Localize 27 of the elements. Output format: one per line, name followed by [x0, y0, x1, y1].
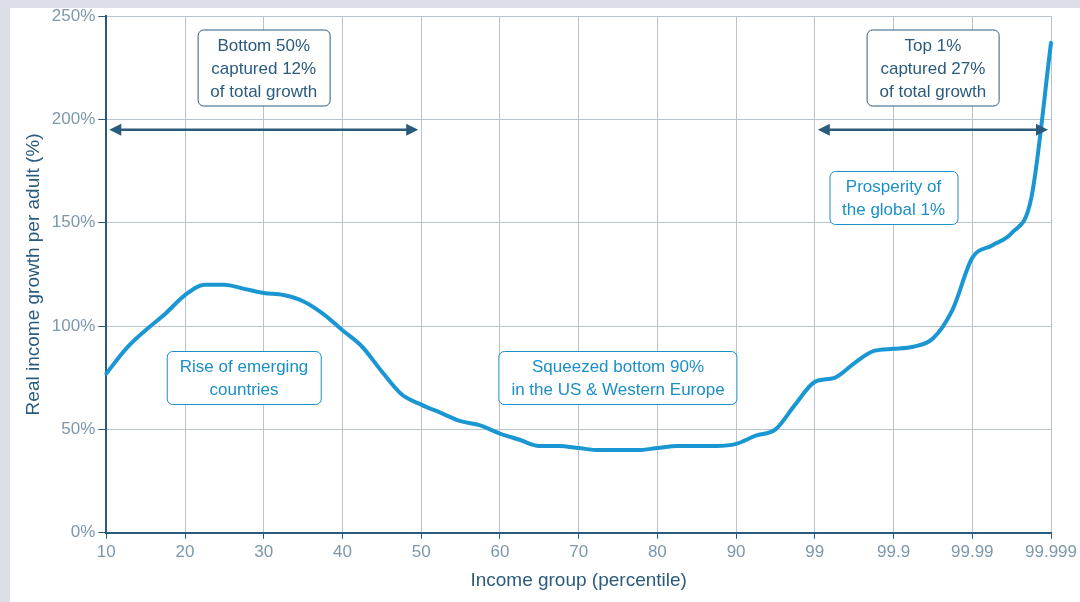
annotation: Top 1% captured 27% of total growth [866, 29, 1000, 107]
x-tick-label: 20 [175, 541, 195, 561]
x-tick-label: 30 [254, 541, 274, 561]
x-tick-label: 60 [490, 541, 510, 561]
x-tick-label: 50 [411, 541, 431, 561]
x-tick-label: 80 [647, 541, 667, 561]
y-tick-label: 150% [51, 212, 96, 232]
y-axis-title: Real income growth per adult (%) [21, 133, 43, 416]
annotation: Rise of emerging countries [166, 350, 322, 405]
y-tick-label: 0% [70, 522, 96, 542]
line-series [104, 40, 1053, 453]
x-tick-label: 99.999 [1025, 541, 1077, 561]
y-tick-label: 250% [51, 5, 96, 25]
x-axis-title: Income group (percentile) [470, 568, 687, 590]
x-tick-label: 10 [96, 541, 116, 561]
x-tick-label: 99.99 [951, 541, 994, 561]
y-tick-label: 50% [61, 419, 96, 439]
x-tick-label: 90 [726, 541, 746, 561]
y-tick-label: 200% [51, 109, 96, 129]
annotation: Squeezed bottom 90% in the US & Western Europe [498, 350, 738, 405]
x-tick-label: 99 [805, 541, 825, 561]
x-tick-label: 70 [569, 541, 589, 561]
x-tick-label: 40 [333, 541, 352, 561]
annotation: Bottom 50% captured 12% of total growth [197, 29, 331, 107]
y-tick-label: 100% [51, 315, 96, 335]
x-tick-label: 99.9 [877, 541, 911, 561]
annotation: Prosperity of the global 1% [829, 170, 959, 225]
